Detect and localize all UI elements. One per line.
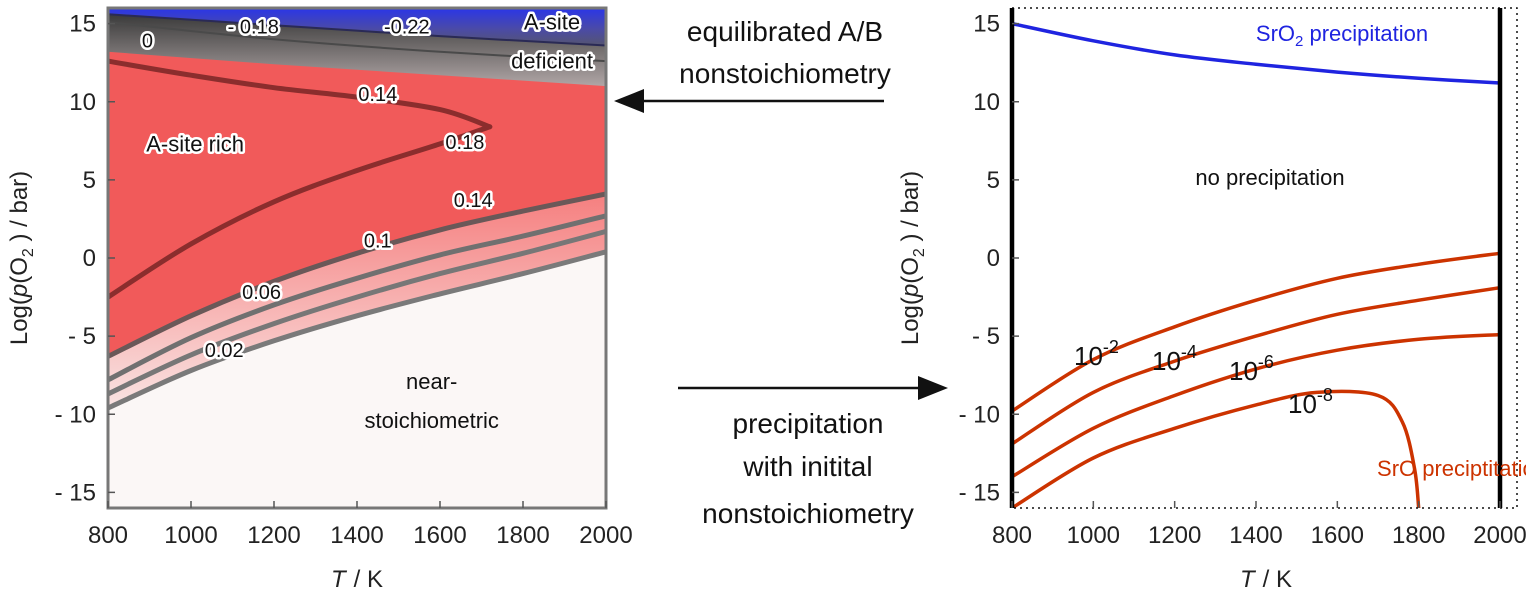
contour-label-5: 0.14 xyxy=(358,84,397,106)
left-y-axis-title: Log(p(O2 ) / bar) xyxy=(6,171,37,345)
region-label-a-site-deficient-1: A-site xyxy=(524,9,580,34)
contour-line-3 xyxy=(108,191,606,359)
right-x-ticks: 800 1000 1200 1400 1600 1800 2000 xyxy=(992,501,1526,549)
right-y-tick-label: 5 xyxy=(987,167,1000,194)
series-line-sro2 xyxy=(1012,21,1502,85)
right-y-tick-label: - 5 xyxy=(972,323,1000,350)
contour-label-1e-6: 10-6 xyxy=(1229,352,1274,386)
contour-label-1e-8: 10-8 xyxy=(1288,385,1333,419)
deficient-transition-band xyxy=(108,14,606,87)
top-arrow-label-line2: nonstoichiometry xyxy=(679,58,891,89)
left-x-tick-label: 2000 xyxy=(579,522,632,549)
contour-line-1 xyxy=(108,228,606,397)
contour-label-7: - 0.18 xyxy=(228,17,279,39)
bottom-arrow-label-line1: precipitation xyxy=(733,408,884,439)
right-y-ticks: 15 10 5 0 - 5 - 10 - 15 xyxy=(959,11,1019,506)
bottom-arrow-label-line3: nonstoichiometry xyxy=(702,498,914,529)
contour-label-2: 0.1 xyxy=(364,231,392,253)
contour-label-1e-2: 10-2 xyxy=(1074,337,1119,371)
right-x-axis-title: T / K xyxy=(1240,566,1292,593)
left-y-tick-label: 5 xyxy=(83,167,96,194)
bottom-arrow-label-line2: with initital xyxy=(742,451,872,482)
top-arrow-label-line1: equilibrated A/B xyxy=(687,16,883,47)
right-x-tick-label: 1000 xyxy=(1067,522,1120,549)
left-x-tick-label: 1400 xyxy=(330,522,383,549)
left-x-ticks: 800 1000 1200 1400 1600 1800 2000 xyxy=(88,501,633,549)
contour-label-6: 0 xyxy=(142,31,153,53)
right-x-tick-label: 1200 xyxy=(1148,522,1201,549)
left-contours xyxy=(108,13,606,411)
left-y-ticks: 15 10 5 0 - 5 - 10 - 15 xyxy=(55,11,115,506)
left-y-tick-label: 0 xyxy=(83,245,96,272)
right-x-tick-label: 1400 xyxy=(1229,522,1282,549)
series-line-1e-2 xyxy=(1012,251,1502,413)
contour-line-2 xyxy=(108,213,606,383)
contour-line-5 xyxy=(108,58,493,130)
no-precipitation-label: no precipitation xyxy=(1195,165,1344,190)
right-y-tick-label: - 10 xyxy=(959,401,1000,428)
region-label-a-site-deficient-2: deficient xyxy=(511,49,593,74)
left-y-tick-label: - 10 xyxy=(55,401,96,428)
left-x-tick-label: 1800 xyxy=(496,522,549,549)
region-label-a-site-rich: A-site rich xyxy=(146,131,244,156)
left-x-axis-title: T / K xyxy=(331,566,383,593)
left-x-tick-label: 1600 xyxy=(413,522,466,549)
series-line-1e-8 xyxy=(1012,389,1421,508)
left-arrow xyxy=(614,89,884,113)
contour-label-3: 0.14 xyxy=(454,190,493,212)
sro-precipitation-label: SrO preciptitation xyxy=(1377,456,1526,481)
left-y-tick-label: - 5 xyxy=(68,323,96,350)
right-y-tick-label: 15 xyxy=(973,11,1000,38)
series-line-1e-6 xyxy=(1012,332,1502,479)
contour-label-0: 0.02 xyxy=(205,340,244,362)
contour-label-1: 0.06 xyxy=(242,282,281,304)
contour-line-0 xyxy=(108,249,606,411)
right-arrow xyxy=(678,376,948,400)
contour-line-4 xyxy=(108,124,493,300)
contour-label-1e-4: 10-4 xyxy=(1152,342,1197,376)
right-panel: 800 1000 1200 1400 1600 1800 2000 15 10 5 0 - 5 - 1… xyxy=(897,7,1526,593)
contour-line-6 xyxy=(108,21,606,63)
right-x-tick-label: 2000 xyxy=(1473,522,1526,549)
sro2-precipitation-label: SrO2 precipitation xyxy=(1256,21,1428,50)
right-y-axis-title: Log(p(O2 ) / bar) xyxy=(897,171,928,345)
right-x-tick-label: 1800 xyxy=(1392,522,1445,549)
left-y-tick-label: - 15 xyxy=(55,479,96,506)
left-x-tick-label: 800 xyxy=(88,522,128,549)
right-y-tick-label: 0 xyxy=(987,245,1000,272)
right-plot-area xyxy=(1012,8,1517,508)
right-series xyxy=(1012,21,1502,508)
contour-label-8: -0.22 xyxy=(384,17,430,39)
series-line-1e-4 xyxy=(1012,285,1502,446)
left-y-tick-label: 10 xyxy=(69,89,96,116)
a-site-deficient-region xyxy=(108,8,606,46)
left-y-tick-label: 15 xyxy=(69,11,96,38)
contour-label-4: 0.18 xyxy=(445,132,484,154)
contour-line-7 xyxy=(108,13,606,47)
right-y-tick-label: 10 xyxy=(973,89,1000,116)
right-x-tick-label: 800 xyxy=(992,522,1032,549)
a-site-rich-region xyxy=(108,39,606,357)
left-x-tick-label: 1200 xyxy=(247,522,300,549)
right-y-tick-label: - 15 xyxy=(959,479,1000,506)
region-label-near-2: stoichiometric xyxy=(364,408,498,433)
left-panel: 0.02 0.06 0.1 0.14 0.18 0.14 0 - 0.18 -0.22 A-si… xyxy=(6,6,633,593)
left-contour-labels: 0.02 0.06 0.1 0.14 0.18 0.14 0 - 0.18 -0.22 xyxy=(139,14,495,364)
region-label-near-1: near- xyxy=(406,369,457,394)
middle-annotations: equilibrated A/B nonstoichiometry precip… xyxy=(614,16,948,529)
right-x-tick-label: 1600 xyxy=(1311,522,1364,549)
left-x-tick-label: 1000 xyxy=(164,522,217,549)
left-region-labels: A-site rich A-site deficient near-stoichiom… xyxy=(144,7,596,433)
